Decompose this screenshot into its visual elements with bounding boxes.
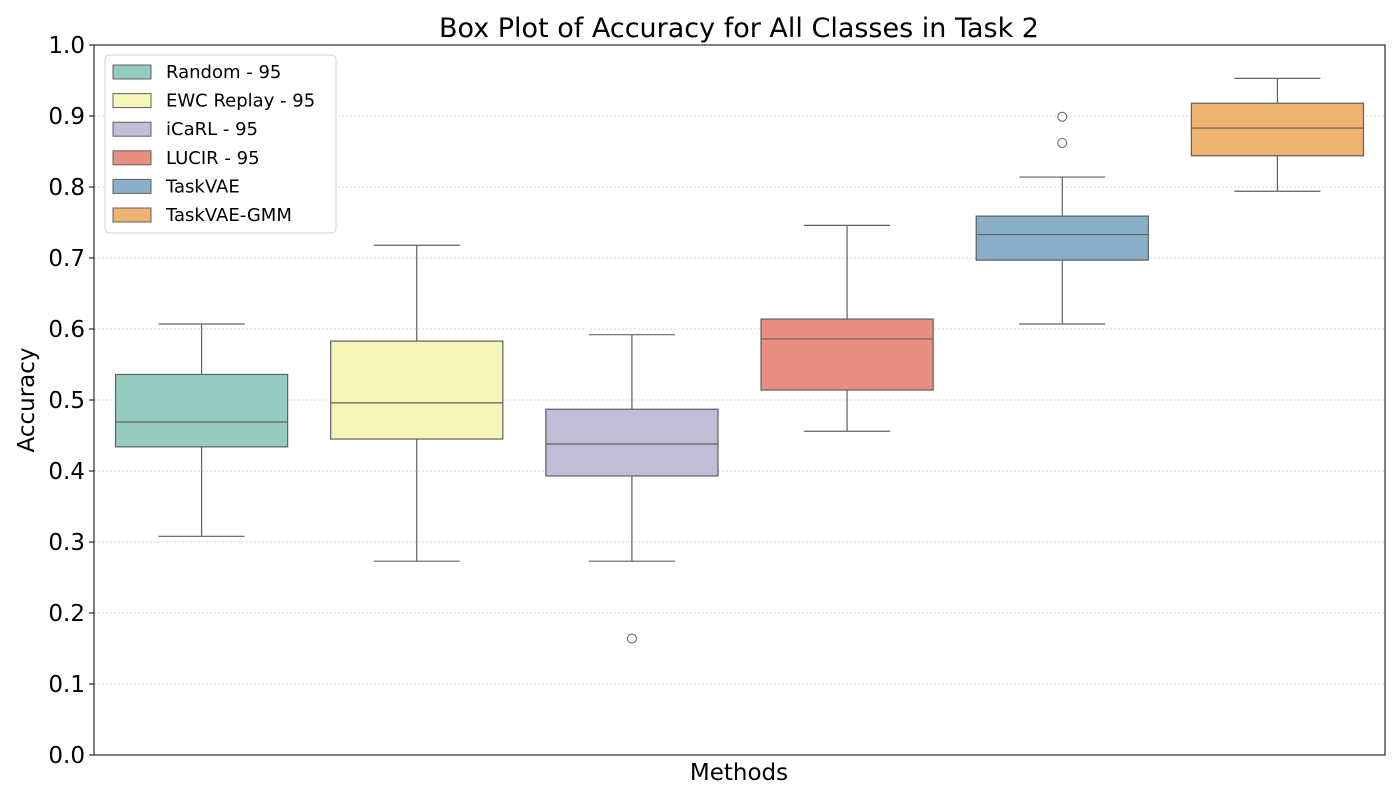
legend-label: TaskVAE [165, 176, 240, 197]
y-tick-label: 0.6 [48, 317, 85, 343]
legend-label: iCaRL - 95 [166, 119, 258, 140]
iqr-box [545, 408, 719, 477]
iqr-box [975, 215, 1149, 261]
boxes [114, 77, 1365, 644]
iqr-box [330, 340, 504, 440]
legend-entry: TaskVAE [112, 176, 240, 197]
y-tick-label: 1.0 [48, 33, 85, 59]
y-tick-label: 0.1 [48, 672, 85, 698]
legend: Random - 95 EWC Replay - 95 iCaRL - 95 LUCI… [104, 54, 337, 234]
legend-swatch [112, 93, 152, 109]
legend-swatch [112, 64, 152, 80]
legend-swatch [112, 150, 152, 166]
box-random-95 [114, 323, 289, 537]
box-icarl-95 [545, 334, 719, 644]
legend-label: Random - 95 [166, 62, 281, 83]
outlier-point [1057, 137, 1068, 148]
y-tick-label: 0.7 [48, 246, 85, 272]
legend-swatch [112, 178, 152, 194]
y-tick-label: 0.2 [48, 601, 85, 627]
x-axis-label: Methods [690, 760, 788, 786]
legend-entry: TaskVAE-GMM [112, 205, 292, 226]
y-tick-label: 0.8 [48, 175, 85, 201]
y-tick-label: 0.3 [48, 530, 85, 556]
legend-label: LUCIR - 95 [166, 148, 260, 169]
box-taskvae [975, 111, 1149, 325]
outlier-point [1057, 111, 1068, 122]
legend-entry: iCaRL - 95 [112, 119, 258, 140]
y-tick-label: 0.0 [48, 743, 85, 769]
y-axis-ticks: 0.0 0.1 0.2 0.3 0.4 0.5 0.6 0.7 0.8 0.9 1.0 [48, 33, 94, 769]
y-tick-label: 0.4 [48, 459, 85, 485]
box-ewc-replay-95 [330, 244, 504, 562]
legend-swatch [112, 121, 152, 137]
y-tick-label: 0.5 [48, 388, 85, 414]
legend-entry: EWC Replay - 95 [112, 91, 315, 112]
box-taskvae-gmm [1190, 77, 1365, 192]
chart-title: Box Plot of Accuracy for All Classes in … [439, 13, 1039, 44]
y-axis-label: Accuracy [14, 347, 40, 452]
legend-label: EWC Replay - 95 [166, 91, 315, 112]
legend-entry: Random - 95 [112, 62, 281, 83]
iqr-box [114, 373, 289, 448]
legend-label: TaskVAE-GMM [165, 205, 292, 226]
grid-lines [94, 115, 1385, 685]
iqr-box [760, 318, 934, 391]
legend-swatch [112, 207, 152, 223]
legend-frame [104, 54, 337, 234]
iqr-box [1190, 102, 1365, 157]
legend-entry: LUCIR - 95 [112, 148, 260, 169]
box-lucir-95 [760, 224, 934, 432]
outlier-point [626, 633, 637, 644]
y-tick-label: 0.9 [48, 104, 85, 130]
